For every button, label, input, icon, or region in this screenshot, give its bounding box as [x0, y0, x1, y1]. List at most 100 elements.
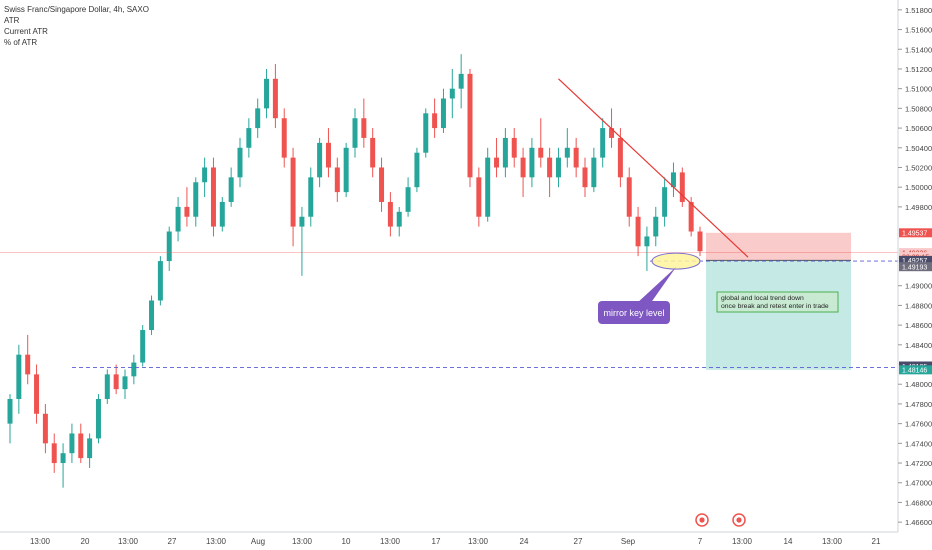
- y-tick-label: 1.50400: [905, 144, 932, 153]
- candle: [78, 423, 84, 464]
- candle: [644, 226, 650, 271]
- candle: [317, 137, 323, 188]
- candle: [396, 206, 402, 237]
- candle-body: [361, 118, 367, 138]
- candle: [555, 147, 561, 188]
- x-tick-label: 13:00: [206, 537, 227, 546]
- indicator-atr[interactable]: ATR: [4, 16, 20, 25]
- y-tick-label: 1.48800: [905, 301, 932, 310]
- candle-body: [157, 261, 163, 301]
- candle-body: [42, 413, 48, 444]
- x-tick-label: Sep: [621, 537, 636, 546]
- time-axis[interactable]: 13:00 20 13:00 27 13:00 Aug 13:00 10 13:00 17 13:0…: [0, 531, 898, 546]
- x-tick-label: 20: [81, 537, 90, 546]
- candle: [414, 147, 420, 193]
- price-label: 1.49537: [899, 228, 932, 238]
- candle-body: [396, 211, 402, 227]
- candle: [387, 192, 393, 237]
- trendline: [558, 78, 749, 258]
- x-tick-label: 24: [520, 537, 529, 546]
- candle: [600, 118, 606, 168]
- candle: [255, 98, 261, 138]
- candle: [42, 403, 48, 454]
- candle: [379, 157, 385, 212]
- indicator-current-atr[interactable]: Current ATR: [4, 27, 48, 36]
- trade-note-line: once break and retest enter in trade: [721, 303, 829, 310]
- x-tick-label: 17: [432, 537, 441, 546]
- candle: [202, 157, 208, 198]
- y-tick-label: 1.51400: [905, 45, 932, 54]
- candle-body: [78, 433, 84, 459]
- candle: [87, 433, 93, 468]
- x-tick-label: 13:00: [292, 537, 313, 546]
- candle-body: [679, 172, 685, 202]
- symbol-title[interactable]: Swiss Franc/Singapore Dollar, 4h, SAXO: [4, 5, 149, 14]
- candle-body: [255, 108, 261, 129]
- y-tick-label: 1.51800: [905, 6, 932, 15]
- candle-body: [387, 201, 393, 227]
- candle-body: [547, 157, 553, 178]
- candle-body: [69, 433, 75, 454]
- y-tick-label: 1.46800: [905, 498, 932, 507]
- candle: [662, 177, 668, 227]
- candle: [529, 137, 535, 188]
- y-tick-label: 1.51600: [905, 26, 932, 35]
- chart-legend: Swiss Franc/Singapore Dollar, 4h, SAXO A…: [4, 4, 149, 48]
- candle-body: [405, 187, 411, 212]
- x-tick-label: 13:00: [380, 537, 401, 546]
- callout-text: mirror key level: [603, 308, 664, 318]
- candle-body: [228, 177, 234, 202]
- candle-body: [352, 118, 358, 148]
- candle: [246, 118, 252, 158]
- candle: [582, 157, 588, 198]
- price-label-bg: [899, 255, 932, 265]
- position-zones: [706, 232, 851, 370]
- indicator-percent-atr[interactable]: % of ATR: [4, 38, 38, 47]
- candle-body: [264, 78, 270, 109]
- y-tick-label: 1.51200: [905, 65, 932, 74]
- candle-body: [476, 177, 482, 217]
- candle: [104, 369, 110, 404]
- candle: [166, 226, 172, 271]
- candle: [157, 256, 163, 306]
- y-tick-label: 1.49000: [905, 282, 932, 291]
- callout-box: [598, 301, 670, 324]
- candle-body: [555, 157, 561, 178]
- candle: [69, 423, 75, 464]
- candle: [617, 128, 623, 188]
- candle: [290, 147, 296, 247]
- price-label-bg: [899, 262, 932, 272]
- candle-body: [193, 182, 199, 217]
- y-tick-label: 1.50600: [905, 124, 932, 133]
- economic-event-icon: [732, 513, 746, 527]
- candle-body: [166, 231, 172, 262]
- candle-body: [449, 88, 455, 99]
- candle: [7, 394, 13, 444]
- y-tick-label: 1.47600: [905, 420, 932, 429]
- y-tick-label: 1.47000: [905, 479, 932, 488]
- candle-body: [290, 157, 296, 227]
- candle: [352, 108, 358, 158]
- candle-body: [60, 453, 66, 464]
- candle-body: [317, 142, 323, 178]
- take-profit-zone: [706, 260, 851, 370]
- price-axis[interactable]: 1.46600 1.46800 1.47000 1.47200 1.47400 1.476…: [897, 0, 932, 532]
- candle-body: [644, 236, 650, 247]
- candle: [228, 167, 234, 207]
- candle: [299, 206, 305, 276]
- candle: [131, 354, 137, 385]
- candle-body: [635, 216, 641, 247]
- candle-body: [502, 137, 508, 168]
- price-label: 1.48146: [899, 365, 932, 375]
- y-tick-label: 1.48000: [905, 380, 932, 389]
- y-tick-label: 1.51000: [905, 85, 932, 94]
- candle-body: [51, 443, 57, 464]
- event-dot: [736, 517, 742, 523]
- x-tick-label: 13:00: [732, 537, 753, 546]
- candle-body: [670, 172, 676, 188]
- candle: [264, 68, 270, 119]
- candle: [51, 433, 57, 473]
- candle-body: [511, 137, 517, 158]
- candle: [564, 128, 570, 168]
